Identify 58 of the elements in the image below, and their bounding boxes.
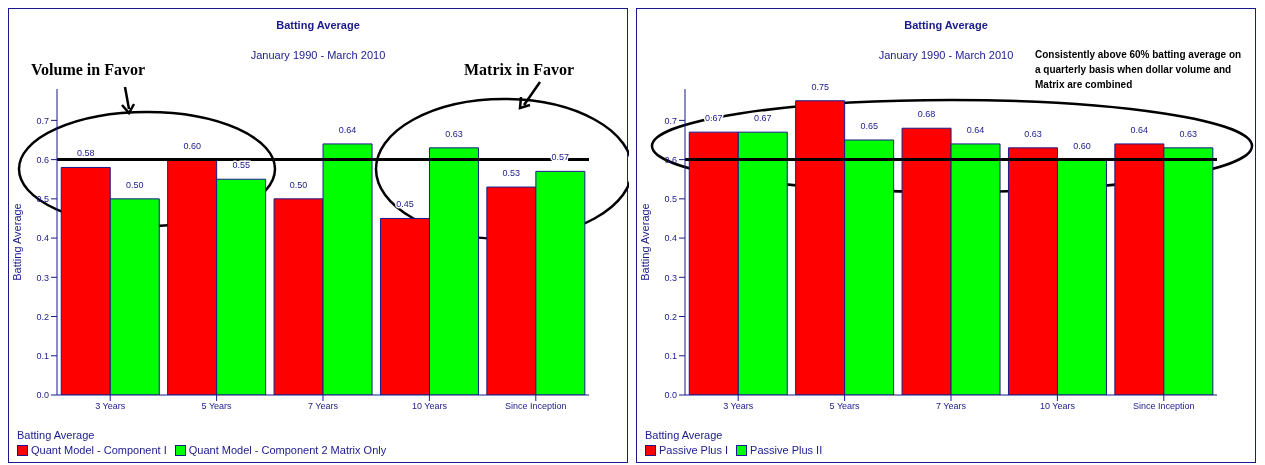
- legend-label: Passive Plus II: [749, 444, 823, 456]
- y-axis-title: Batting Average: [638, 203, 651, 281]
- x-tick-label: 10 Years: [1039, 401, 1076, 412]
- x-tick-label: Since Inception: [1133, 401, 1195, 412]
- data-label: 0.63: [1024, 128, 1042, 139]
- y-tick-label: 0.4: [36, 233, 49, 244]
- data-label: 0.64: [966, 124, 985, 135]
- data-label: 0.63: [445, 128, 463, 139]
- data-label: 0.45: [396, 199, 414, 210]
- y-tick-label: 0.2: [36, 311, 49, 322]
- chart-title: Batting Average: [903, 19, 989, 31]
- x-tick-label: 7 Years: [307, 401, 339, 412]
- y-tick-label: 0.3: [36, 272, 49, 283]
- annotation: Consistently above 60% batting average on a quarterly basis when dollar volume and Matrix are combined: [1035, 48, 1243, 92]
- data-label: 0.53: [502, 168, 521, 179]
- x-tick-label: 5 Years: [201, 401, 233, 412]
- text: Matrix in Favor: [464, 61, 576, 79]
- data-label: 0.75: [811, 81, 829, 92]
- legend-label: Quant Model - Component 2 Matrix Only: [187, 444, 387, 456]
- data-label: 0.60: [1073, 140, 1091, 151]
- data-label: 0.55: [232, 160, 250, 171]
- x-tick-label: 5 Years: [829, 401, 861, 412]
- y-tick-label: 0.6: [36, 154, 49, 165]
- y-tick-label: 0.7: [36, 115, 49, 126]
- legend-label: Passive Plus I: [658, 444, 729, 456]
- y-tick-label: 0.4: [664, 233, 677, 244]
- text: Volume in Favor: [31, 61, 147, 79]
- data-label: 0.65: [860, 121, 878, 131]
- y-tick-label: 0.3: [664, 272, 677, 283]
- x-tick-label: 3 Years: [723, 401, 754, 412]
- data-label: 0.60: [183, 140, 201, 151]
- y-tick-label: 0.1: [36, 350, 49, 361]
- chart-title: Batting Average: [275, 19, 361, 31]
- data-label: 0.50: [289, 179, 308, 190]
- data-label: 0.67: [753, 113, 772, 124]
- x-tick-label: 10 Years: [411, 401, 448, 412]
- y-tick-label: 0.7: [664, 115, 677, 126]
- y-tick-label: 0.2: [664, 311, 677, 322]
- x-tick-label: 7 Years: [935, 401, 967, 412]
- data-label: 0.64: [1130, 124, 1149, 135]
- data-label: 0.58: [76, 148, 95, 159]
- y-tick-label: 0.0: [36, 390, 49, 401]
- y-tick-label: 0.1: [664, 350, 677, 361]
- y-tick-label: 0.0: [664, 390, 677, 401]
- data-label: 0.50: [125, 179, 144, 190]
- legend-label: Quant Model - Component I: [30, 444, 167, 456]
- x-tick-label: Since Inception: [505, 401, 567, 412]
- x-tick-label: 3 Years: [95, 401, 126, 412]
- legend-title: Batting Average: [645, 429, 724, 441]
- y-axis-title: Batting Average: [10, 203, 23, 281]
- data-label: 0.67: [704, 113, 723, 124]
- data-label: 0.63: [1179, 128, 1198, 139]
- chart-subtitle: January 1990 - March 2010: [249, 49, 387, 61]
- y-tick-label: 0.5: [664, 194, 677, 205]
- legend-title: Batting Average: [17, 429, 96, 441]
- data-label: 0.64: [338, 124, 357, 135]
- chart-subtitle: January 1990 - March 2010: [878, 49, 1014, 61]
- data-label: 0.68: [917, 109, 936, 120]
